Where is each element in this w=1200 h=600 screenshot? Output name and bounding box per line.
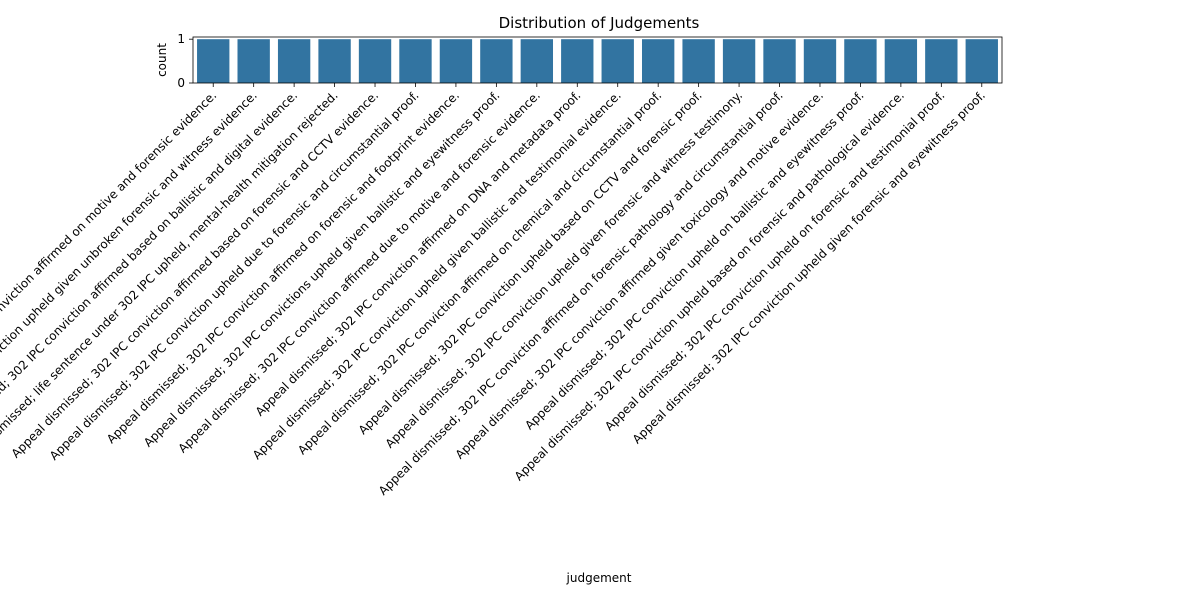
x-axis: Appeal dismissed; 302 IPC conviction aff… <box>0 83 988 498</box>
chart-title: Distribution of Judgements <box>499 14 700 32</box>
bar <box>197 39 230 83</box>
bar <box>682 39 715 83</box>
bar <box>277 39 311 83</box>
bar <box>601 39 634 83</box>
bar <box>318 39 351 83</box>
bar <box>399 39 432 83</box>
plot-border <box>192 36 1003 84</box>
y-axis: 01 <box>177 32 193 90</box>
x-axis-label: judgement <box>566 571 632 585</box>
bar <box>561 39 594 83</box>
bar <box>803 39 837 83</box>
bar <box>439 39 473 83</box>
bar <box>844 39 877 83</box>
bar <box>237 39 270 83</box>
bar <box>358 39 392 83</box>
y-axis-label: count <box>155 43 169 77</box>
bar <box>520 39 554 83</box>
bar <box>722 39 756 83</box>
bar <box>884 39 918 83</box>
y-tick-label: 0 <box>177 76 185 90</box>
bar <box>641 39 675 83</box>
plot-frame <box>192 36 1003 84</box>
bar <box>965 39 998 83</box>
bar <box>925 39 958 83</box>
bar <box>763 39 796 83</box>
y-tick-label: 1 <box>177 32 185 46</box>
bar <box>480 39 513 83</box>
bars-group <box>197 39 998 83</box>
